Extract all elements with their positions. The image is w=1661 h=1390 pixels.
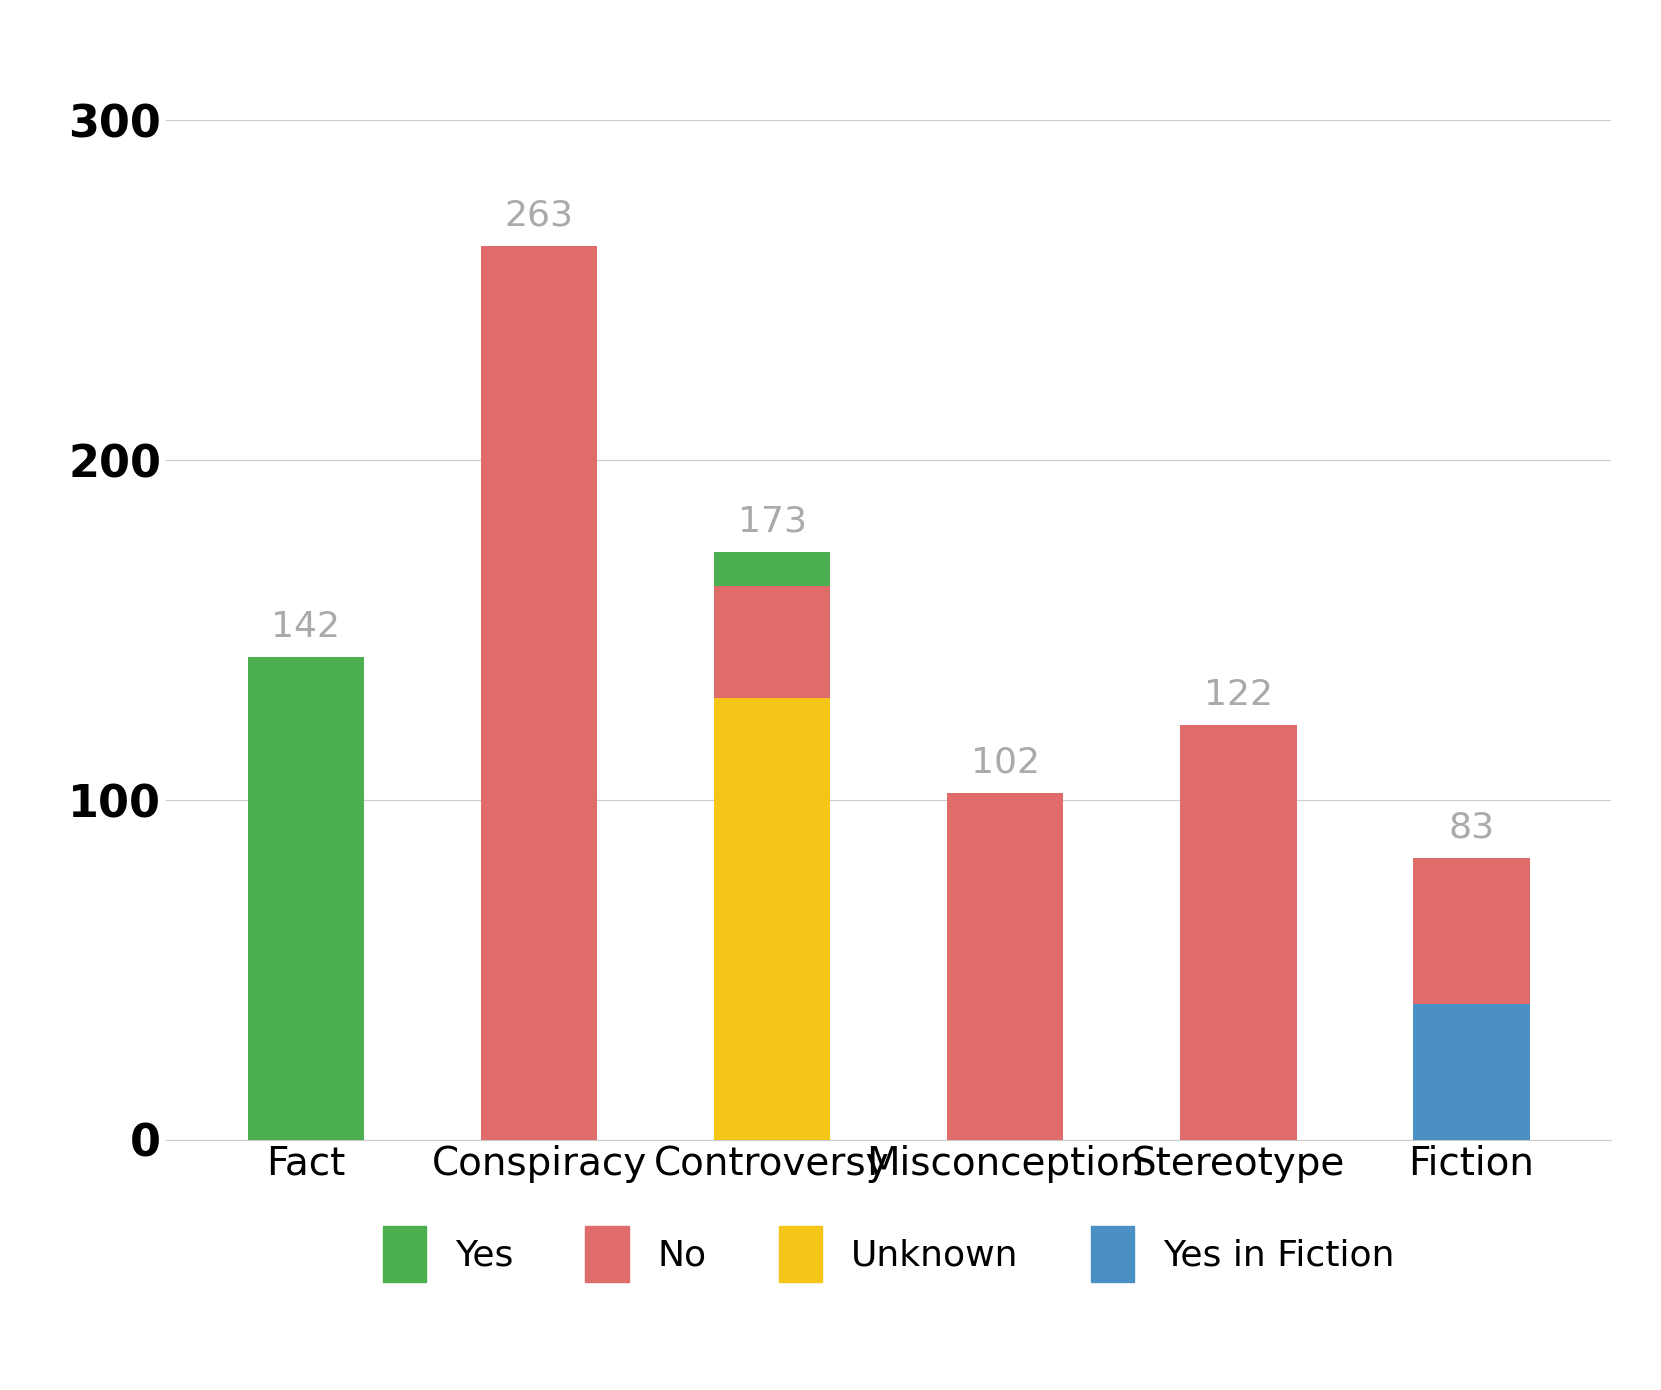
Bar <box>1414 1004 1530 1140</box>
Bar <box>714 698 830 1140</box>
Bar <box>714 587 830 698</box>
Bar <box>714 552 830 587</box>
Bar <box>1414 858 1530 1004</box>
Bar <box>947 794 1063 1140</box>
Bar <box>1179 726 1297 1140</box>
Text: 102: 102 <box>970 745 1040 780</box>
Text: 122: 122 <box>1204 678 1272 712</box>
Bar <box>247 657 364 1140</box>
Bar <box>480 246 598 1140</box>
Legend: Yes, No, Unknown, Yes in Fiction: Yes, No, Unknown, Yes in Fiction <box>382 1226 1395 1283</box>
Text: 263: 263 <box>505 199 573 232</box>
Text: 142: 142 <box>271 610 341 644</box>
Text: 173: 173 <box>737 505 807 538</box>
Text: 83: 83 <box>1448 810 1495 844</box>
